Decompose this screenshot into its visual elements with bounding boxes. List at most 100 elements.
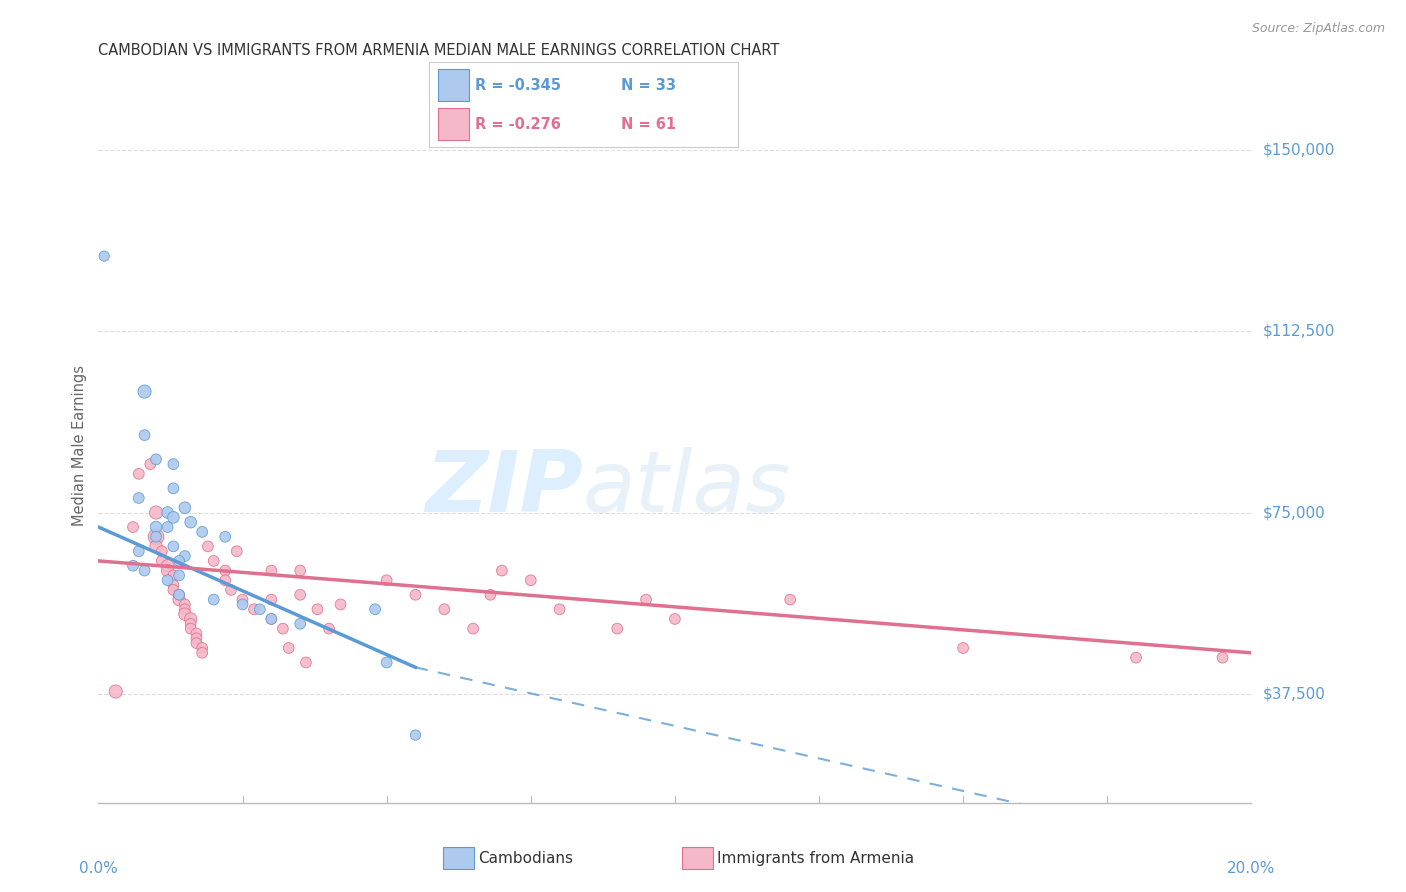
Point — [318, 622, 340, 636]
Point — [180, 612, 202, 626]
Text: atlas: atlas — [582, 447, 790, 531]
Point — [214, 574, 236, 588]
Point — [134, 428, 156, 442]
Point — [202, 554, 225, 568]
Bar — [439, 70, 470, 102]
Text: ZIP: ZIP — [425, 447, 582, 531]
Point — [104, 684, 127, 698]
Point — [329, 598, 352, 612]
Point — [405, 588, 427, 602]
Text: Cambodians: Cambodians — [478, 851, 574, 865]
Point — [191, 646, 214, 660]
Point — [219, 582, 242, 597]
Point — [186, 626, 208, 640]
Point — [145, 506, 167, 520]
Point — [134, 564, 156, 578]
Point — [162, 568, 184, 582]
Point — [167, 588, 190, 602]
Point — [174, 500, 197, 515]
Point — [260, 612, 283, 626]
Point — [122, 520, 145, 534]
Text: $75,000: $75,000 — [1263, 505, 1326, 520]
Point — [243, 602, 266, 616]
Point — [145, 530, 167, 544]
Text: N = 33: N = 33 — [620, 78, 676, 93]
Point — [606, 622, 628, 636]
Point — [952, 640, 974, 655]
Point — [162, 457, 184, 471]
Point — [520, 574, 543, 588]
Point — [186, 636, 208, 650]
Point — [260, 592, 283, 607]
Point — [174, 598, 197, 612]
Point — [156, 558, 179, 573]
Text: $112,500: $112,500 — [1263, 324, 1334, 339]
Point — [167, 592, 190, 607]
Point — [375, 656, 398, 670]
Point — [150, 554, 173, 568]
Point — [180, 622, 202, 636]
Point — [145, 530, 167, 544]
Point — [231, 598, 254, 612]
Point — [162, 582, 184, 597]
Point — [180, 616, 202, 631]
Point — [375, 574, 398, 588]
Point — [191, 640, 214, 655]
Point — [461, 622, 484, 636]
Point — [145, 540, 167, 554]
Point — [405, 728, 427, 742]
Point — [156, 574, 179, 588]
Point — [664, 612, 686, 626]
Point — [1212, 650, 1234, 665]
Point — [145, 452, 167, 467]
Text: R = -0.345: R = -0.345 — [475, 78, 561, 93]
Point — [167, 554, 190, 568]
Point — [162, 510, 184, 524]
Point — [174, 549, 197, 563]
Text: Immigrants from Armenia: Immigrants from Armenia — [717, 851, 914, 865]
Point — [162, 540, 184, 554]
Point — [249, 602, 271, 616]
Point — [128, 544, 150, 558]
Point — [307, 602, 329, 616]
Point — [128, 491, 150, 505]
Text: $150,000: $150,000 — [1263, 142, 1334, 157]
Point — [191, 524, 214, 539]
Point — [156, 520, 179, 534]
Text: R = -0.276: R = -0.276 — [475, 117, 561, 132]
Text: 0.0%: 0.0% — [79, 861, 118, 876]
Point — [636, 592, 658, 607]
Point — [779, 592, 801, 607]
Text: N = 61: N = 61 — [620, 117, 676, 132]
Point — [214, 564, 236, 578]
Point — [295, 656, 318, 670]
Point — [162, 481, 184, 495]
Point — [139, 457, 162, 471]
Point — [290, 616, 312, 631]
Point — [231, 592, 254, 607]
Point — [290, 588, 312, 602]
Point — [186, 632, 208, 646]
Point — [156, 564, 179, 578]
Text: Source: ZipAtlas.com: Source: ZipAtlas.com — [1251, 22, 1385, 36]
Bar — [439, 108, 470, 140]
Point — [174, 607, 197, 621]
Point — [174, 602, 197, 616]
Point — [128, 467, 150, 481]
Point — [277, 640, 299, 655]
Point — [122, 558, 145, 573]
Point — [202, 592, 225, 607]
Point — [548, 602, 571, 616]
Point — [167, 588, 190, 602]
Point — [260, 612, 283, 626]
Point — [271, 622, 294, 636]
Point — [214, 530, 236, 544]
Point — [134, 384, 156, 399]
Point — [162, 578, 184, 592]
Point — [433, 602, 456, 616]
Point — [156, 506, 179, 520]
Point — [150, 544, 173, 558]
Point — [225, 544, 247, 558]
Point — [260, 564, 283, 578]
Y-axis label: Median Male Earnings: Median Male Earnings — [72, 366, 87, 526]
